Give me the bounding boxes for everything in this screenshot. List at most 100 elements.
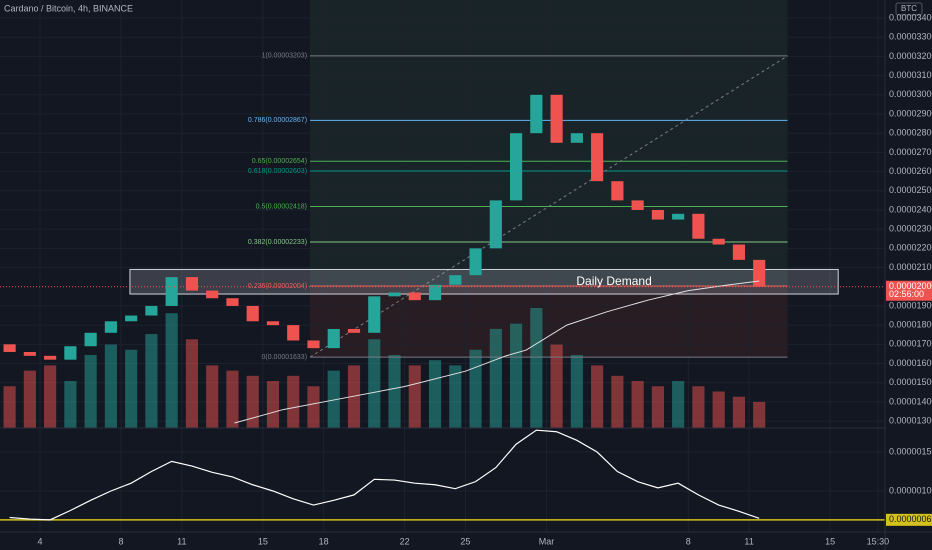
fib-loss-region: [310, 285, 788, 358]
candle-body: [185, 277, 199, 291]
candle-body: [287, 325, 300, 341]
candle-body: [611, 181, 624, 201]
fib-label: 0(0.00001633): [261, 354, 307, 361]
last-price-label: 0.00002000: [889, 281, 932, 291]
candle-body: [692, 213, 705, 239]
candle-body: [23, 351, 36, 356]
candle-body: [510, 133, 523, 201]
volume-bar: [388, 354, 401, 428]
volume-bar: [712, 391, 725, 428]
volume-bar: [591, 365, 604, 428]
candle-body: [226, 298, 239, 306]
zone-label: Daily Demand: [576, 274, 651, 288]
candle-body: [347, 328, 361, 333]
volume-bar: [307, 386, 320, 428]
moving-average: [234, 280, 760, 424]
volume-bar: [692, 386, 705, 428]
candle-body: [570, 133, 583, 143]
candle-body: [631, 200, 644, 210]
candle-body: [651, 209, 664, 220]
volume-bar: [3, 386, 16, 428]
y-tick-label: 0.00003400: [889, 12, 932, 22]
demand-zone: [129, 268, 839, 295]
x-tick-label: 11: [744, 536, 753, 546]
volume-bar: [469, 349, 482, 428]
y-tick-label: 0.00001600: [889, 358, 932, 368]
x-tick-label: 15: [258, 536, 268, 546]
x-tick-label: 15: [825, 536, 835, 546]
candle-body: [530, 94, 543, 134]
x-tick-label: 22: [400, 536, 410, 546]
x-tick-label: 25: [460, 536, 470, 546]
indicator-level-label: 0.00000063: [889, 514, 932, 524]
volume-bar: [510, 323, 523, 428]
volume-bar: [753, 401, 766, 428]
y-tick-label: 0.00002500: [889, 185, 932, 195]
x-tick-label: 4: [37, 536, 42, 546]
candle-body: [449, 275, 462, 285]
volume-bar: [347, 365, 361, 428]
candle-body: [408, 292, 421, 301]
volume-bar: [449, 365, 462, 428]
indicator-tick-label: 0.00000150: [889, 446, 932, 456]
candle-body: [145, 305, 158, 316]
candle-body: [3, 344, 16, 352]
candle-body: [388, 292, 401, 297]
volume-bar: [266, 381, 280, 428]
volume-bar: [651, 386, 664, 428]
candle-body: [246, 305, 259, 322]
candle-body: [368, 296, 381, 333]
volume-bar: [246, 375, 259, 428]
y-tick-label: 0.00002700: [889, 147, 932, 157]
volume-bar: [672, 381, 685, 428]
candle-body: [206, 290, 219, 299]
candle-body: [428, 284, 442, 301]
volume-bar: [185, 339, 199, 428]
x-tick-label: 15:30: [867, 536, 890, 546]
y-tick-label: 0.00002800: [889, 128, 932, 138]
indicator-tick-label: 0.00000100: [889, 485, 932, 495]
volume-bar: [530, 308, 543, 428]
volume-bar: [611, 375, 624, 428]
candle-body: [732, 244, 746, 260]
fib-trend: [309, 55, 788, 358]
countdown-label: 02:56:00: [889, 289, 924, 299]
candle-body: [307, 340, 320, 349]
volume-bar: [23, 370, 36, 428]
fib-label: 1(0.00003203): [261, 53, 307, 60]
volume-bar: [206, 365, 219, 428]
y-tick-label: 0.00003200: [889, 51, 932, 61]
symbol-title: Cardano / Bitcoin, 4h, BINANCE: [4, 3, 133, 13]
last-price-box: [886, 280, 932, 301]
y-tick-label: 0.00002400: [889, 204, 932, 214]
fib-label: 0.786(0.00002867): [248, 117, 307, 124]
y-tick-label: 0.00001300: [889, 415, 932, 425]
volume-bar: [408, 365, 421, 428]
candle-body: [753, 259, 766, 287]
volume-bar: [145, 334, 158, 428]
candle-body: [327, 328, 340, 349]
candle-body: [489, 200, 502, 249]
candle-body: [266, 321, 280, 326]
volume-bar: [64, 381, 77, 428]
volume-bar: [165, 313, 178, 428]
volume-bar: [327, 370, 340, 428]
y-tick-label: 0.00001400: [889, 396, 932, 406]
y-tick-label: 0.00001700: [889, 339, 932, 349]
volume-bar: [489, 328, 502, 428]
volume-bar: [125, 349, 138, 428]
candle-body: [64, 346, 77, 360]
plot-area: 1(0.00003203) 0.786(0.00002867) 0.65(0.000…: [0, 0, 885, 532]
y-tick-label: 0.00001500: [889, 377, 932, 387]
volume-bar: [104, 344, 117, 428]
volume-bar: [368, 339, 381, 428]
volume-bar: [287, 375, 300, 428]
y-tick-label: 0.00002200: [889, 243, 932, 253]
y-tick-label: 0.00001800: [889, 320, 932, 330]
candle-body: [672, 213, 685, 220]
y-tick-label: 0.00003000: [889, 89, 932, 99]
indicator-level-box: [886, 513, 932, 526]
volume-bar: [226, 370, 239, 428]
x-tick-label: 18: [319, 536, 329, 546]
